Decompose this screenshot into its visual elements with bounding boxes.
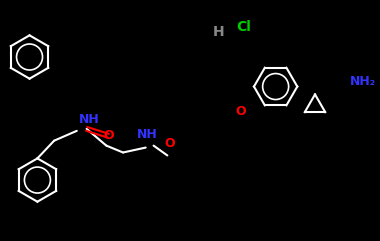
Text: NH: NH <box>137 128 158 141</box>
Text: H: H <box>213 25 224 39</box>
Text: NH₂: NH₂ <box>350 75 375 88</box>
Text: Cl: Cl <box>237 20 252 34</box>
Text: O: O <box>236 105 247 118</box>
Text: NH: NH <box>79 113 100 126</box>
Text: O: O <box>103 129 114 142</box>
Text: O: O <box>164 137 175 150</box>
